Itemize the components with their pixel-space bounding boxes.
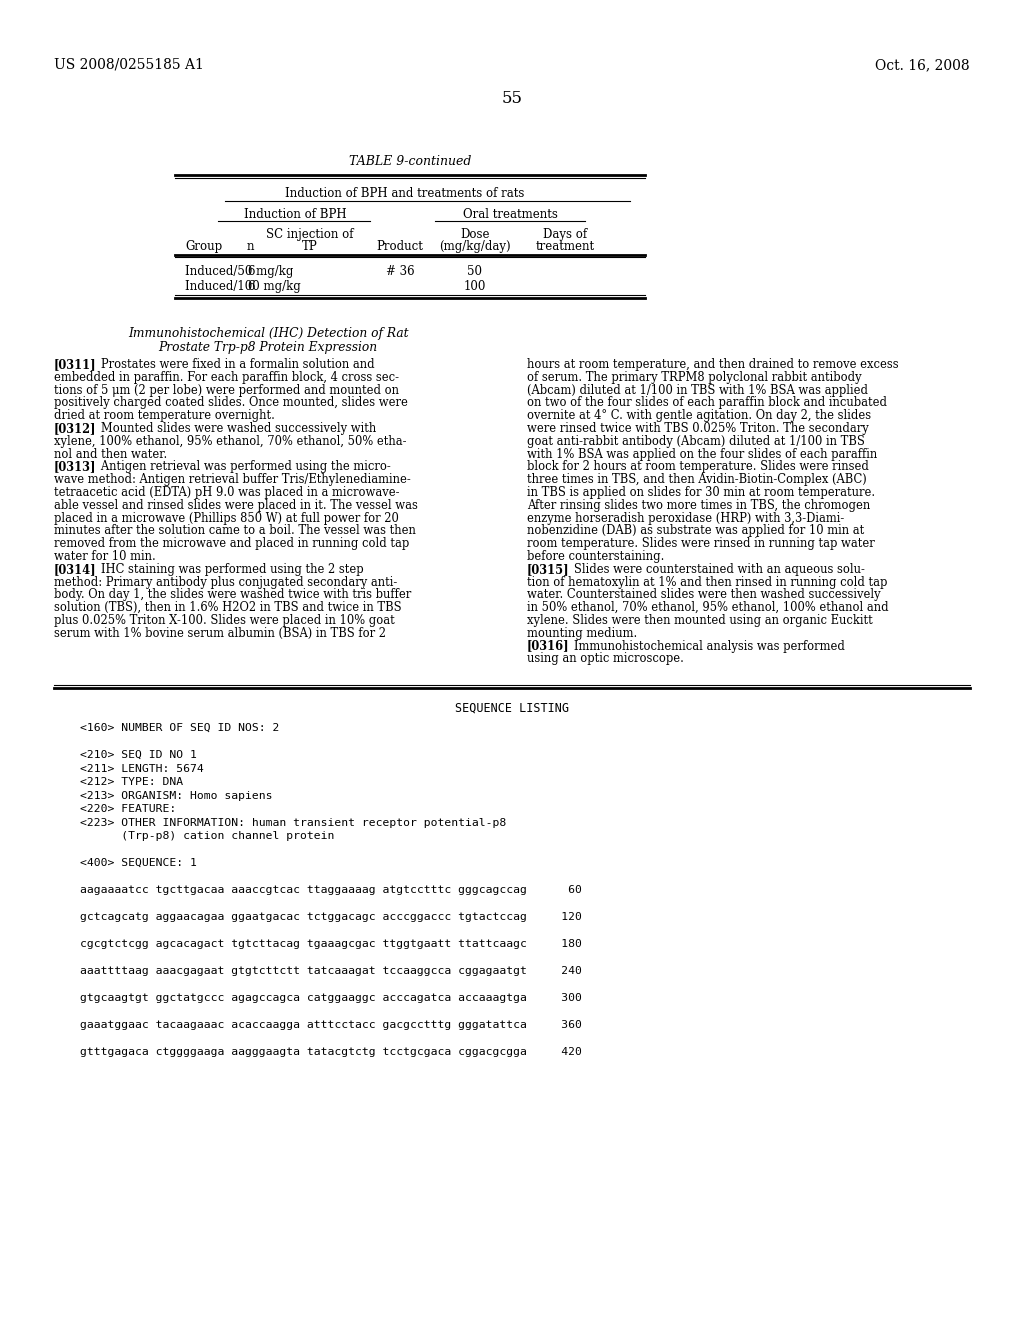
Text: <210> SEQ ID NO 1: <210> SEQ ID NO 1	[80, 750, 197, 760]
Text: (Abcam) diluted at 1/100 in TBS with 1% BSA was applied: (Abcam) diluted at 1/100 in TBS with 1% …	[527, 384, 868, 396]
Text: Mounted slides were washed successively with: Mounted slides were washed successively …	[90, 422, 376, 436]
Text: were rinsed twice with TBS 0.025% Triton. The secondary: were rinsed twice with TBS 0.025% Triton…	[527, 422, 868, 436]
Text: xylene. Slides were then mounted using an organic Euckitt: xylene. Slides were then mounted using a…	[527, 614, 872, 627]
Text: method: Primary antibody plus conjugated secondary anti-: method: Primary antibody plus conjugated…	[54, 576, 397, 589]
Text: [0315]: [0315]	[527, 562, 569, 576]
Text: Induction of BPH and treatments of rats: Induction of BPH and treatments of rats	[286, 187, 524, 201]
Text: 100: 100	[464, 280, 486, 293]
Text: overnite at 4° C. with gentle agitation. On day 2, the slides: overnite at 4° C. with gentle agitation.…	[527, 409, 871, 422]
Text: in TBS is applied on slides for 30 min at room temperature.: in TBS is applied on slides for 30 min a…	[527, 486, 876, 499]
Text: goat anti-rabbit antibody (Abcam) diluted at 1/100 in TBS: goat anti-rabbit antibody (Abcam) dilute…	[527, 434, 865, 447]
Text: 55: 55	[502, 90, 522, 107]
Text: Product: Product	[377, 240, 424, 253]
Text: aaattttaag aaacgagaat gtgtcttctt tatcaaagat tccaaggcca cggagaatgt     240: aaattttaag aaacgagaat gtgtcttctt tatcaaa…	[80, 966, 582, 977]
Text: 6: 6	[247, 280, 255, 293]
Text: SEQUENCE LISTING: SEQUENCE LISTING	[455, 701, 569, 714]
Text: # 36: # 36	[386, 265, 415, 279]
Text: US 2008/0255185 A1: US 2008/0255185 A1	[54, 58, 204, 73]
Text: three times in TBS, and then Avidin-Biotin-Complex (ABC): three times in TBS, and then Avidin-Biot…	[527, 473, 866, 486]
Text: before counterstaining.: before counterstaining.	[527, 550, 665, 564]
Text: wave method: Antigen retrieval buffer Tris/Ethylenediamine-: wave method: Antigen retrieval buffer Tr…	[54, 473, 411, 486]
Text: tions of 5 μm (2 per lobe) were performed and mounted on: tions of 5 μm (2 per lobe) were performe…	[54, 384, 399, 396]
Text: gtttgagaca ctggggaaga aagggaagta tatacgtctg tcctgcgaca cggacgcgga     420: gtttgagaca ctggggaaga aagggaagta tatacgt…	[80, 1047, 582, 1057]
Text: solution (TBS), then in 1.6% H2O2 in TBS and twice in TBS: solution (TBS), then in 1.6% H2O2 in TBS…	[54, 601, 401, 614]
Text: [0314]: [0314]	[54, 562, 96, 576]
Text: enzyme horseradish peroxidase (HRP) with 3,3-Diami-: enzyme horseradish peroxidase (HRP) with…	[527, 512, 844, 524]
Text: with 1% BSA was applied on the four slides of each paraffin: with 1% BSA was applied on the four slid…	[527, 447, 878, 461]
Text: After rinsing slides two more times in TBS, the chromogen: After rinsing slides two more times in T…	[527, 499, 870, 512]
Text: TABLE 9-continued: TABLE 9-continued	[349, 154, 471, 168]
Text: <220> FEATURE:: <220> FEATURE:	[80, 804, 176, 814]
Text: <212> TYPE: DNA: <212> TYPE: DNA	[80, 777, 183, 787]
Text: Immunohistochemical (IHC) Detection of Rat: Immunohistochemical (IHC) Detection of R…	[128, 327, 409, 341]
Text: on two of the four slides of each paraffin block and incubated: on two of the four slides of each paraff…	[527, 396, 887, 409]
Text: IHC staining was performed using the 2 step: IHC staining was performed using the 2 s…	[90, 562, 364, 576]
Text: (mg/kg/day): (mg/kg/day)	[439, 240, 511, 253]
Text: Antigen retrieval was performed using the micro-: Antigen retrieval was performed using th…	[90, 461, 391, 474]
Text: Days of: Days of	[543, 228, 587, 242]
Text: [0312]: [0312]	[54, 422, 96, 436]
Text: Induction of BPH: Induction of BPH	[244, 209, 346, 220]
Text: plus 0.025% Triton X-100. Slides were placed in 10% goat: plus 0.025% Triton X-100. Slides were pl…	[54, 614, 394, 627]
Text: 6: 6	[247, 265, 255, 279]
Text: Oct. 16, 2008: Oct. 16, 2008	[876, 58, 970, 73]
Text: <213> ORGANISM: Homo sapiens: <213> ORGANISM: Homo sapiens	[80, 791, 272, 801]
Text: [0313]: [0313]	[54, 461, 96, 474]
Text: body. On day 1, the slides were washed twice with tris buffer: body. On day 1, the slides were washed t…	[54, 589, 412, 602]
Text: mounting medium.: mounting medium.	[527, 627, 637, 640]
Text: <160> NUMBER OF SEQ ID NOS: 2: <160> NUMBER OF SEQ ID NOS: 2	[80, 723, 280, 733]
Text: Prostates were fixed in a formalin solution and: Prostates were fixed in a formalin solut…	[90, 358, 375, 371]
Text: Induced/100 mg/kg: Induced/100 mg/kg	[185, 280, 301, 293]
Text: minutes after the solution came to a boil. The vessel was then: minutes after the solution came to a boi…	[54, 524, 416, 537]
Text: <400> SEQUENCE: 1: <400> SEQUENCE: 1	[80, 858, 197, 869]
Text: of serum. The primary TRPM8 polyclonal rabbit antibody: of serum. The primary TRPM8 polyclonal r…	[527, 371, 861, 384]
Text: removed from the microwave and placed in running cold tap: removed from the microwave and placed in…	[54, 537, 410, 550]
Text: gctcagcatg aggaacagaa ggaatgacac tctggacagc acccggaccc tgtactccag     120: gctcagcatg aggaacagaa ggaatgacac tctggac…	[80, 912, 582, 923]
Text: TP: TP	[302, 240, 317, 253]
Text: gtgcaagtgt ggctatgccc agagccagca catggaaggc acccagatca accaaagtga     300: gtgcaagtgt ggctatgccc agagccagca catggaa…	[80, 993, 582, 1003]
Text: gaaatggaac tacaagaaac acaccaagga atttcctacc gacgcctttg gggatattca     360: gaaatggaac tacaagaaac acaccaagga atttcct…	[80, 1020, 582, 1030]
Text: hours at room temperature, and then drained to remove excess: hours at room temperature, and then drai…	[527, 358, 899, 371]
Text: Slides were counterstained with an aqueous solu-: Slides were counterstained with an aqueo…	[563, 562, 865, 576]
Text: nol and then water.: nol and then water.	[54, 447, 167, 461]
Text: positively charged coated slides. Once mounted, slides were: positively charged coated slides. Once m…	[54, 396, 408, 409]
Text: placed in a microwave (Phillips 850 W) at full power for 20: placed in a microwave (Phillips 850 W) a…	[54, 512, 399, 524]
Text: (Trp-p8) cation channel protein: (Trp-p8) cation channel protein	[80, 832, 335, 841]
Text: water. Counterstained slides were then washed successively: water. Counterstained slides were then w…	[527, 589, 881, 602]
Text: 50: 50	[468, 265, 482, 279]
Text: room temperature. Slides were rinsed in running tap water: room temperature. Slides were rinsed in …	[527, 537, 874, 550]
Text: embedded in paraffin. For each paraffin block, 4 cross sec-: embedded in paraffin. For each paraffin …	[54, 371, 399, 384]
Text: SC injection of: SC injection of	[266, 228, 353, 242]
Text: aagaaaatcc tgcttgacaa aaaccgtcac ttaggaaaag atgtcctttc gggcagccag      60: aagaaaatcc tgcttgacaa aaaccgtcac ttaggaa…	[80, 886, 582, 895]
Text: Group: Group	[185, 240, 222, 253]
Text: Induced/50 mg/kg: Induced/50 mg/kg	[185, 265, 293, 279]
Text: Prostate Trp-p8 Protein Expression: Prostate Trp-p8 Protein Expression	[159, 341, 378, 354]
Text: n: n	[247, 240, 255, 253]
Text: <211> LENGTH: 5674: <211> LENGTH: 5674	[80, 764, 204, 774]
Text: water for 10 min.: water for 10 min.	[54, 550, 156, 564]
Text: in 50% ethanol, 70% ethanol, 95% ethanol, 100% ethanol and: in 50% ethanol, 70% ethanol, 95% ethanol…	[527, 601, 889, 614]
Text: Dose: Dose	[460, 228, 489, 242]
Text: [0316]: [0316]	[527, 640, 569, 652]
Text: block for 2 hours at room temperature. Slides were rinsed: block for 2 hours at room temperature. S…	[527, 461, 869, 474]
Text: <223> OTHER INFORMATION: human transient receptor potential-p8: <223> OTHER INFORMATION: human transient…	[80, 817, 506, 828]
Text: nobenzidine (DAB) as substrate was applied for 10 min at: nobenzidine (DAB) as substrate was appli…	[527, 524, 864, 537]
Text: [0311]: [0311]	[54, 358, 96, 371]
Text: xylene, 100% ethanol, 95% ethanol, 70% ethanol, 50% etha-: xylene, 100% ethanol, 95% ethanol, 70% e…	[54, 434, 407, 447]
Text: tetraacetic acid (EDTA) pH 9.0 was placed in a microwave-: tetraacetic acid (EDTA) pH 9.0 was place…	[54, 486, 399, 499]
Text: serum with 1% bovine serum albumin (BSA) in TBS for 2: serum with 1% bovine serum albumin (BSA)…	[54, 627, 386, 640]
Text: treatment: treatment	[536, 240, 595, 253]
Text: dried at room temperature overnight.: dried at room temperature overnight.	[54, 409, 274, 422]
Text: able vessel and rinsed slides were placed in it. The vessel was: able vessel and rinsed slides were place…	[54, 499, 418, 512]
Text: Immunohistochemical analysis was performed: Immunohistochemical analysis was perform…	[563, 640, 845, 652]
Text: tion of hematoxylin at 1% and then rinsed in running cold tap: tion of hematoxylin at 1% and then rinse…	[527, 576, 888, 589]
Text: Oral treatments: Oral treatments	[463, 209, 557, 220]
Text: cgcgtctcgg agcacagact tgtcttacag tgaaagcgac ttggtgaatt ttattcaagc     180: cgcgtctcgg agcacagact tgtcttacag tgaaagc…	[80, 940, 582, 949]
Text: using an optic microscope.: using an optic microscope.	[527, 652, 684, 665]
